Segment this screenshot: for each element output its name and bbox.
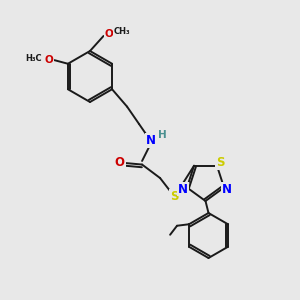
Text: N: N: [146, 134, 155, 147]
Text: O: O: [44, 55, 53, 65]
Text: H: H: [158, 130, 166, 140]
Text: S: S: [216, 156, 225, 169]
Text: O: O: [115, 156, 124, 169]
Text: N: N: [178, 182, 188, 196]
Text: N: N: [222, 183, 232, 196]
Text: CH₃: CH₃: [113, 27, 130, 36]
Text: O: O: [104, 28, 113, 39]
Text: S: S: [170, 190, 179, 203]
Text: H₃C: H₃C: [26, 54, 42, 63]
